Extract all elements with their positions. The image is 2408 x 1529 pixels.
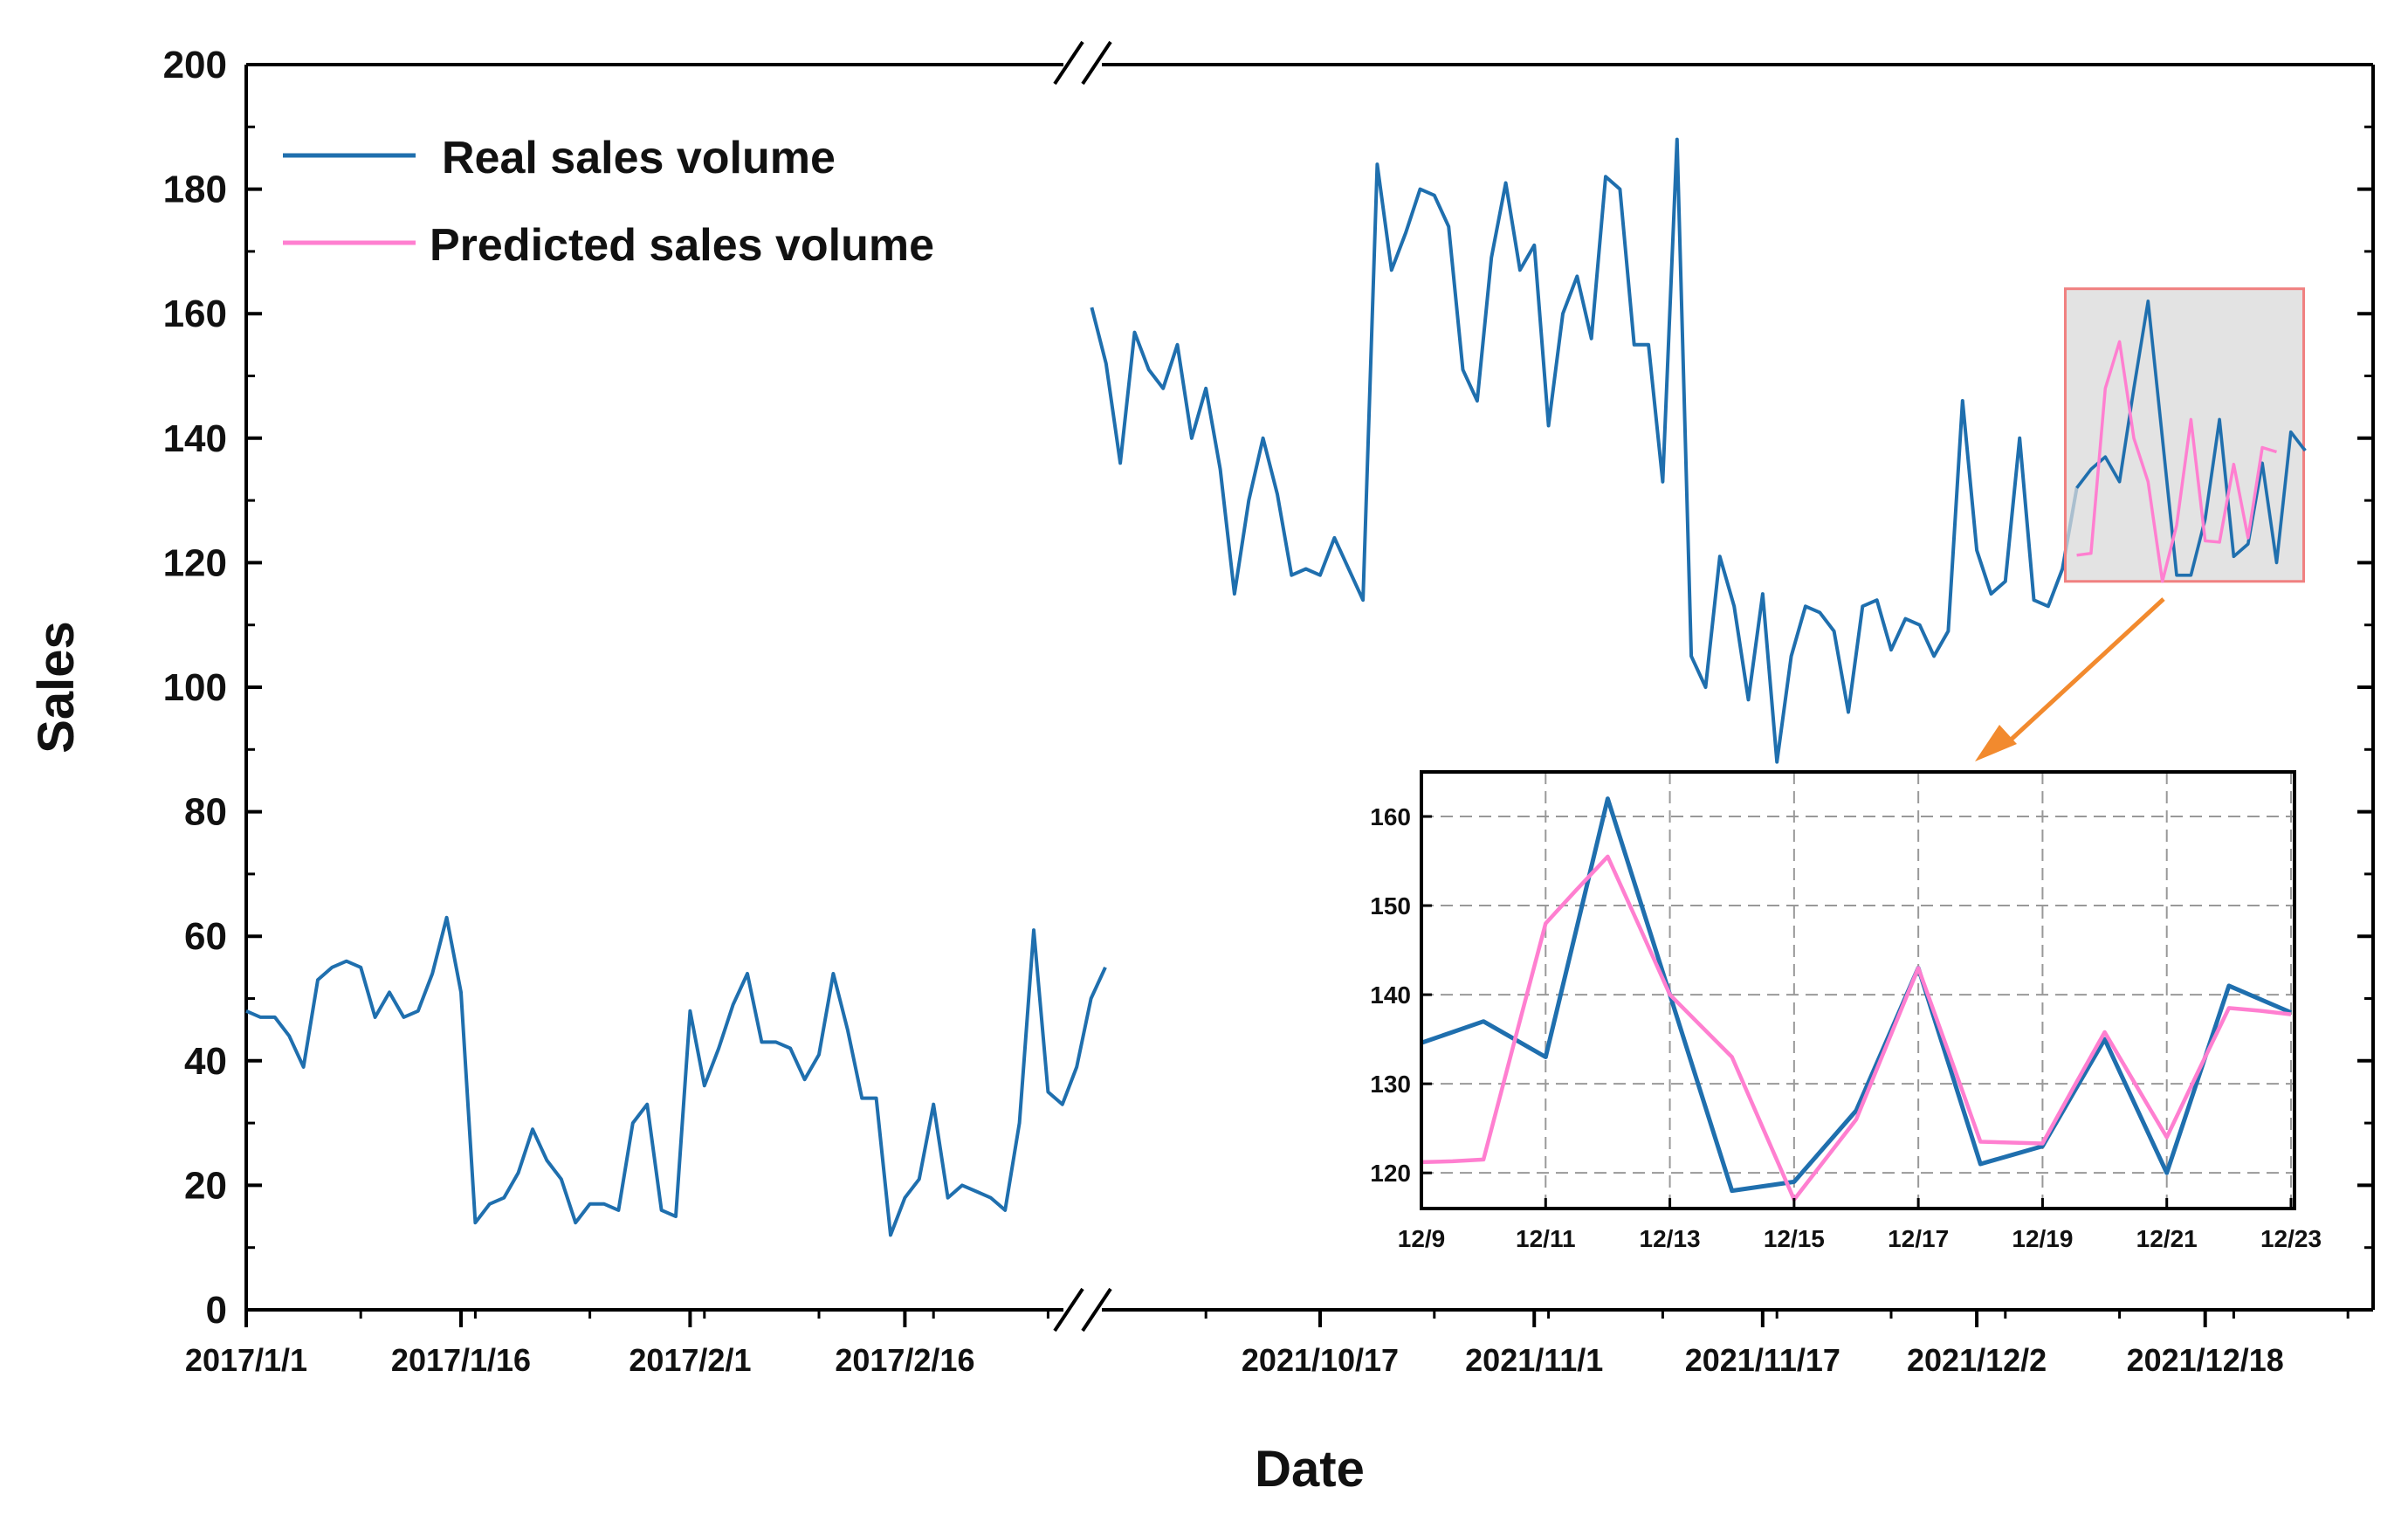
x-tick-label: 2021/11/1 bbox=[1465, 1342, 1603, 1378]
inset-x-tick-label: 12/9 bbox=[1398, 1225, 1446, 1252]
x-axis-title: Date bbox=[1255, 1441, 1365, 1498]
inset-y-tick-label: 120 bbox=[1370, 1160, 1411, 1187]
y-tick-label: 140 bbox=[163, 417, 227, 460]
inset-x-tick-label: 12/15 bbox=[1764, 1225, 1825, 1252]
inset-series-line-predicted bbox=[1421, 854, 2292, 1202]
inset-series-line-real bbox=[1421, 796, 2292, 1194]
axis-break-bottom bbox=[1053, 1287, 1112, 1333]
inset-x-tick-label: 12/11 bbox=[1516, 1225, 1576, 1252]
inset-y-tick-label: 130 bbox=[1370, 1071, 1411, 1098]
x-tick-label: 2021/11/17 bbox=[1685, 1342, 1840, 1378]
x-tick-label: 2017/2/16 bbox=[835, 1342, 974, 1378]
y-tick-label: 20 bbox=[184, 1164, 227, 1207]
x-tick-label: 2017/1/16 bbox=[391, 1342, 531, 1378]
legend: Real sales volume Predicted sales volume bbox=[283, 133, 934, 271]
inset-chart: 120 130 140 150 160 12/9 12/11 12/13 12/15 12/17 1… bbox=[1370, 770, 2322, 1252]
inset-x-tick-label: 12/19 bbox=[2012, 1225, 2073, 1252]
legend-label-real: Real sales volume bbox=[442, 133, 836, 183]
inset-x-tick-label: 12/21 bbox=[2136, 1225, 2198, 1252]
y-tick-label: 160 bbox=[163, 293, 227, 335]
zoom-arrow bbox=[1975, 597, 2165, 761]
inset-frame bbox=[1420, 770, 2296, 1210]
y-tick-label: 60 bbox=[184, 915, 227, 958]
inset-y-tick-label: 140 bbox=[1370, 981, 1411, 1009]
inset-series bbox=[1421, 796, 2292, 1202]
y-tick-label: 180 bbox=[163, 169, 227, 211]
highlight-box bbox=[2063, 287, 2306, 583]
x-tick-label: 2017/1/1 bbox=[185, 1342, 307, 1378]
y-axis-title: Sales bbox=[28, 621, 85, 754]
inset-ticks: 120 130 140 150 160 12/9 12/11 12/13 12/15 12/17 1… bbox=[1370, 803, 2322, 1252]
x-tick-label: 2021/10/17 bbox=[1242, 1342, 1399, 1378]
x-tick-label: 2021/12/18 bbox=[2127, 1342, 2284, 1378]
inset-x-tick-label: 12/23 bbox=[2260, 1225, 2322, 1252]
highlight-series bbox=[2075, 300, 2307, 583]
inset-y-tick-label: 150 bbox=[1370, 892, 1411, 919]
y-tick-label: 200 bbox=[163, 44, 227, 86]
series-line-real-highlight bbox=[2075, 300, 2307, 577]
legend-label-predicted: Predicted sales volume bbox=[430, 220, 934, 271]
axis-break-top bbox=[1053, 40, 1112, 86]
inset-y-tick-label: 160 bbox=[1370, 803, 1411, 830]
series-line-predicted bbox=[2076, 340, 2278, 583]
x-tick-label: 2021/12/2 bbox=[1907, 1342, 2047, 1378]
y-tick-label: 80 bbox=[184, 791, 227, 834]
x-tick-label: 2017/2/1 bbox=[629, 1342, 751, 1378]
y-tick-label: 40 bbox=[184, 1040, 227, 1083]
y-tick-label: 100 bbox=[163, 666, 227, 709]
x-axis-ticks: 2017/1/1 2017/1/16 2017/2/1 2017/2/16 2021/1… bbox=[185, 1310, 2350, 1378]
series-line-real-2017 bbox=[245, 915, 1107, 1237]
y-axis-ticks: 0 20 40 60 80 100 120 140 160 180 200 bbox=[163, 44, 2373, 1332]
inset-x-tick-label: 12/17 bbox=[1888, 1225, 1949, 1252]
y-tick-label: 0 bbox=[206, 1289, 227, 1332]
inset-background bbox=[1421, 772, 2294, 1209]
inset-x-tick-label: 12/13 bbox=[1640, 1225, 1701, 1252]
y-tick-label: 120 bbox=[163, 541, 227, 584]
